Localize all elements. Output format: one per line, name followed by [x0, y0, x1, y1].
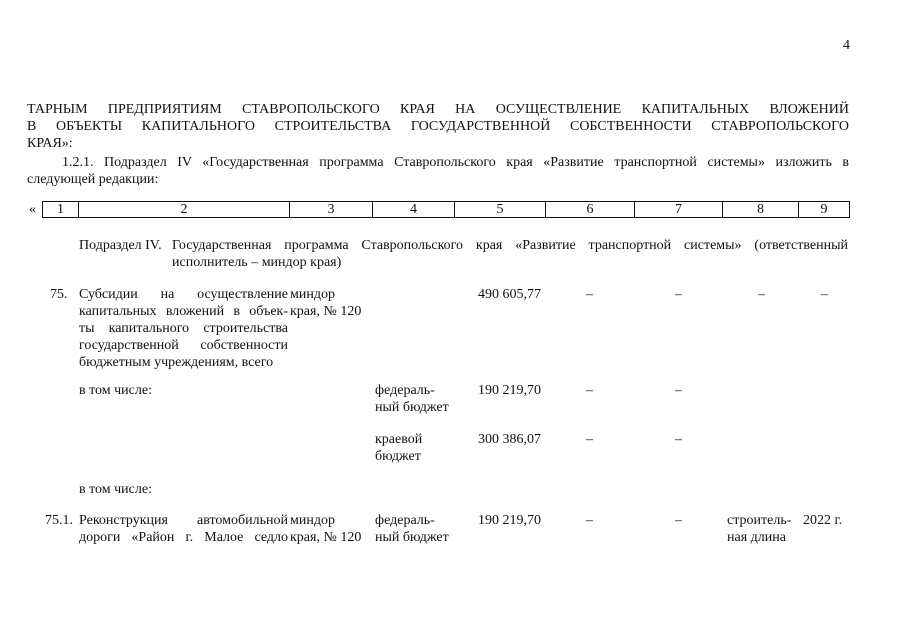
col-9: 9	[798, 201, 850, 218]
row-col6: –	[586, 432, 593, 447]
intro-paragraph-line-1: 1.2.1. Подраздел IV «Государственная про…	[62, 155, 849, 170]
row-col7: –	[675, 287, 682, 302]
row-executor-line: края, № 120	[290, 530, 362, 545]
col-8: 8	[722, 201, 799, 218]
col-1: 1	[42, 201, 79, 218]
row-funding-source-line: ный бюджет	[375, 400, 449, 415]
row-col8: –	[758, 287, 765, 302]
row-col7: –	[675, 383, 682, 398]
row-col6: –	[586, 287, 593, 302]
col-4: 4	[372, 201, 455, 218]
row-col6: –	[586, 383, 593, 398]
row-col8-line: строитель-	[727, 513, 792, 528]
row-funding-source-line: краевой	[375, 432, 423, 447]
col-6: 6	[545, 201, 635, 218]
row-name-line: в том числе:	[79, 482, 152, 497]
row-name-line: бюджетным учреждениям, всего	[79, 355, 274, 370]
row-name-line: Реконструкция автомобильной	[79, 513, 288, 528]
row-col7: –	[675, 432, 682, 447]
row-number: 75.	[50, 287, 68, 302]
row-col9: 2022 г.	[803, 513, 843, 528]
subsection-title-line-1: Государственная программа Ставропольског…	[172, 238, 848, 253]
subsection-label: Подраздел IV.	[79, 238, 162, 253]
row-name-line: в том числе:	[79, 383, 152, 398]
row-amount: 490 605,77	[478, 287, 541, 302]
subsection-title-line-2: исполнитель – миндор края)	[172, 255, 342, 270]
row-funding-source-line: ный бюджет	[375, 530, 449, 545]
row-amount: 190 219,70	[478, 383, 541, 398]
row-col7: –	[675, 513, 682, 528]
row-executor-line: миндор	[290, 513, 335, 528]
col-7: 7	[634, 201, 723, 218]
row-col8-line: ная длина	[727, 530, 786, 545]
intro-paragraph-line-2: следующей редакции:	[27, 172, 159, 187]
row-name-line: государственной собственности	[79, 338, 288, 353]
column-number-header: 1 2 3 4 5 6 7 8 9	[42, 201, 850, 218]
intro-line-2: В ОБЪЕКТЫ КАПИТАЛЬНОГО СТРОИТЕЛЬСТВА ГОС…	[27, 119, 849, 134]
row-executor-line: края, № 120	[290, 304, 362, 319]
col-3: 3	[289, 201, 373, 218]
row-name-line: Субсидии на осуществление	[79, 287, 288, 302]
row-funding-source-line: бюджет	[375, 449, 421, 464]
row-col9: –	[821, 287, 828, 302]
row-col6: –	[586, 513, 593, 528]
row-name-line: дороги «Район г. Малое седло	[79, 530, 288, 545]
intro-line-3: КРАЯ»:	[27, 136, 73, 151]
page-number: 4	[843, 38, 850, 53]
row-amount: 190 219,70	[478, 513, 541, 528]
col-5: 5	[454, 201, 546, 218]
intro-line-1: ТАРНЫМ ПРЕДПРИЯТИЯМ СТАВРОПОЛЬСКОГО КРАЯ…	[27, 102, 849, 117]
col-2: 2	[78, 201, 290, 218]
row-amount: 300 386,07	[478, 432, 541, 447]
row-funding-source-line: федераль-	[375, 383, 435, 398]
row-name-line: ты капитального строительства	[79, 321, 288, 336]
row-number: 75.1.	[45, 513, 73, 528]
open-quote: «	[29, 202, 36, 217]
row-executor-line: миндор	[290, 287, 335, 302]
row-name-line: капитальных вложений в объек-	[79, 304, 288, 319]
row-funding-source-line: федераль-	[375, 513, 435, 528]
